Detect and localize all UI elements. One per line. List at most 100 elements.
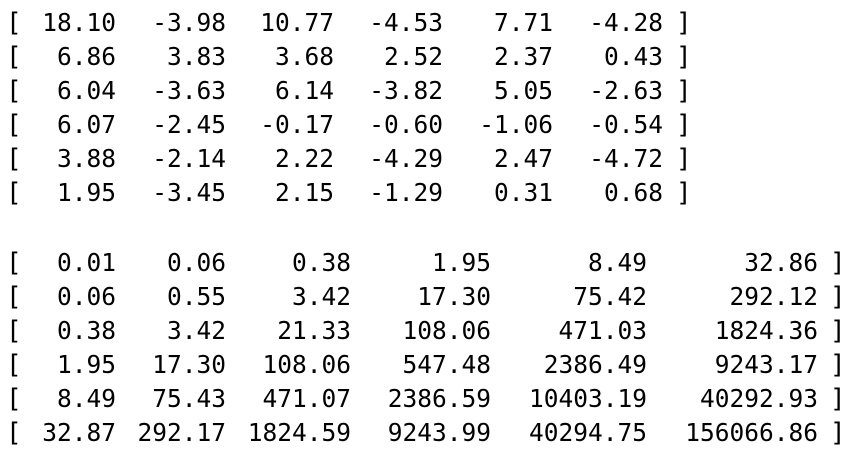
matrix-cell: 40294.75 xyxy=(528,418,647,447)
left-bracket: [ xyxy=(6,76,22,106)
matrix-cell: 3.83 xyxy=(166,42,226,71)
left-bracket: [ xyxy=(6,178,22,208)
right-bracket: ] xyxy=(830,282,846,312)
matrix-cell: 75.42 xyxy=(573,282,647,311)
left-bracket: [ xyxy=(6,282,22,312)
matrix-cell: -4.28 xyxy=(589,8,663,37)
matrix-cell: -3.98 xyxy=(152,8,226,37)
matrix-a-row: [1.95 -3.45 2.15 -1.29 0.31 0.68] xyxy=(0,176,854,210)
matrix-b-row: [1.95 17.30 108.06 547.48 2386.49 9243.17] xyxy=(0,348,854,382)
matrix-cell: 471.07 xyxy=(262,384,351,413)
matrix-cell: 2386.59 xyxy=(387,384,491,413)
matrix-cell: -3.45 xyxy=(152,178,226,207)
matrix-cell: 7.71 xyxy=(493,8,553,37)
right-bracket: ] xyxy=(830,248,846,278)
left-bracket: [ xyxy=(6,42,22,72)
left-bracket: [ xyxy=(6,110,22,140)
matrix-cell: 0.55 xyxy=(166,282,226,311)
matrix-cell: -0.60 xyxy=(369,110,443,139)
matrix-cell: 1.95 xyxy=(56,178,116,207)
matrix-cell: 2386.49 xyxy=(543,350,647,379)
matrix-cell: 75.43 xyxy=(152,384,226,413)
matrix-cell: 1.95 xyxy=(56,350,116,379)
matrix-cell: 0.06 xyxy=(56,282,116,311)
matrix-cell: 17.30 xyxy=(417,282,491,311)
matrix-cell: 0.38 xyxy=(56,316,116,345)
matrix-cell: -3.82 xyxy=(369,76,443,105)
right-bracket: ] xyxy=(676,8,692,38)
matrix-cell: 3.88 xyxy=(56,144,116,173)
right-bracket: ] xyxy=(830,384,846,414)
matrix-cell: 1824.59 xyxy=(247,418,351,447)
matrix-cell: 0.68 xyxy=(603,178,663,207)
matrix-cell: -3.63 xyxy=(152,76,226,105)
matrix-cell: 1.95 xyxy=(431,248,491,277)
matrix-cell: 18.10 xyxy=(42,8,116,37)
matrix-cell: 156066.86 xyxy=(685,418,818,447)
right-bracket: ] xyxy=(830,316,846,346)
matrix-cell: 32.87 xyxy=(42,418,116,447)
matrix-cell: 2.52 xyxy=(383,42,443,71)
matrix-cell: -4.53 xyxy=(369,8,443,37)
right-bracket: ] xyxy=(676,110,692,140)
matrix-cell: 17.30 xyxy=(152,350,226,379)
matrix-a-row: [6.04 -3.63 6.14 -3.82 5.05 -2.63] xyxy=(0,74,854,108)
matrix-cell: 3.68 xyxy=(274,42,334,71)
matrix-cell: -4.29 xyxy=(369,144,443,173)
left-bracket: [ xyxy=(6,248,22,278)
matrix-b-row: [0.06 0.55 3.42 17.30 75.42 292.12] xyxy=(0,280,854,314)
matrix-cell: 9243.99 xyxy=(387,418,491,447)
left-bracket: [ xyxy=(6,384,22,414)
matrix-cell: 10.77 xyxy=(260,8,334,37)
matrix-cell: 10403.19 xyxy=(528,384,647,413)
matrix-cell: 6.86 xyxy=(56,42,116,71)
matrix-cell: 2.22 xyxy=(274,144,334,173)
matrix-cell: 8.49 xyxy=(56,384,116,413)
matrix-cell: 3.42 xyxy=(291,282,351,311)
matrix-a-row: [3.88 -2.14 2.22 -4.29 2.47 -4.72] xyxy=(0,142,854,176)
matrix-cell: 6.14 xyxy=(274,76,334,105)
matrix-cell: 2.47 xyxy=(493,144,553,173)
matrix-cell: 0.43 xyxy=(603,42,663,71)
matrix-cell: 2.37 xyxy=(493,42,553,71)
right-bracket: ] xyxy=(830,350,846,380)
matrix-cell: 0.31 xyxy=(493,178,553,207)
left-bracket: [ xyxy=(6,418,22,448)
matrix-cell: 108.06 xyxy=(262,350,351,379)
matrix-a-row: [6.86 3.83 3.68 2.52 2.37 0.43] xyxy=(0,40,854,74)
matrix-cell: -0.17 xyxy=(260,110,334,139)
matrix-cell: 32.86 xyxy=(744,248,818,277)
matrix-b-row: [8.49 75.43 471.07 2386.59 10403.19 40292.93] xyxy=(0,382,854,416)
matrix-cell: 0.38 xyxy=(291,248,351,277)
matrix-b-row: [32.87 292.17 1824.59 9243.99 40294.75 156066… xyxy=(0,416,854,450)
matrix-b-row: [0.38 3.42 21.33 108.06 471.03 1824.36] xyxy=(0,314,854,348)
matrix-cell: -1.29 xyxy=(369,178,443,207)
matrix-cell: -2.14 xyxy=(152,144,226,173)
right-bracket: ] xyxy=(676,76,692,106)
left-bracket: [ xyxy=(6,144,22,174)
matrix-cell: -0.54 xyxy=(589,110,663,139)
right-bracket: ] xyxy=(676,42,692,72)
matrix-cell: 40292.93 xyxy=(699,384,818,413)
matrix-a-row: [6.07 -2.45 -0.17 -0.60 -1.06 -0.54] xyxy=(0,108,854,142)
matrix-cell: 6.07 xyxy=(56,110,116,139)
matrix-b-row: [0.01 0.06 0.38 1.95 8.49 32.86] xyxy=(0,246,854,280)
matrix-cell: 1824.36 xyxy=(714,316,818,345)
matrix-cell: 0.06 xyxy=(166,248,226,277)
matrix-cell: 5.05 xyxy=(493,76,553,105)
left-bracket: [ xyxy=(6,316,22,346)
right-bracket: ] xyxy=(830,418,846,448)
matrix-a-row: [18.10 -3.98 10.77 -4.53 7.71 -4.28] xyxy=(0,6,854,40)
matrix-cell: 8.49 xyxy=(587,248,647,277)
matrix-cell: 0.01 xyxy=(56,248,116,277)
left-bracket: [ xyxy=(6,8,22,38)
right-bracket: ] xyxy=(676,144,692,174)
left-bracket: [ xyxy=(6,350,22,380)
matrix-cell: 9243.17 xyxy=(714,350,818,379)
matrix-cell: 3.42 xyxy=(166,316,226,345)
matrix-cell: -2.45 xyxy=(152,110,226,139)
matrix-cell: -1.06 xyxy=(479,110,553,139)
right-bracket: ] xyxy=(676,178,692,208)
matrix-cell: 2.15 xyxy=(274,178,334,207)
matrix-cell: 21.33 xyxy=(277,316,351,345)
